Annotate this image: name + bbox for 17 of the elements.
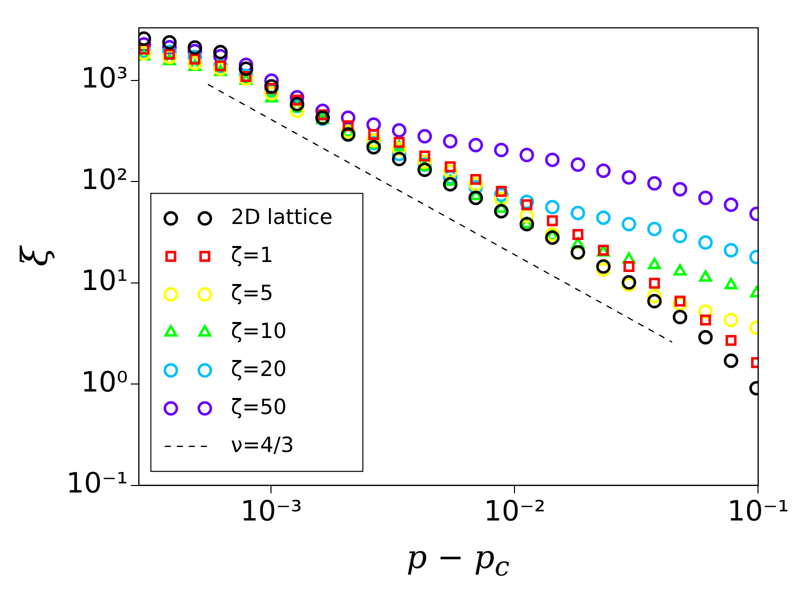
legend-label: ζ=50 bbox=[230, 394, 287, 419]
legend-label: ζ=10 bbox=[230, 318, 287, 343]
legend-label: ν=4/3 bbox=[230, 432, 294, 457]
legend-label: ζ=1 bbox=[230, 242, 274, 267]
legend-label: 2D lattice bbox=[230, 204, 333, 229]
y-axis-title: ξ bbox=[14, 244, 56, 267]
y-tick-label: 10⁰ bbox=[80, 365, 128, 398]
x-axis-title: p − p$_{c}$ bbox=[405, 537, 511, 584]
y-tick-label: 10⁻¹ bbox=[66, 466, 128, 500]
legend-label: ζ=5 bbox=[230, 280, 274, 305]
y-tick-label: 10³ bbox=[80, 62, 128, 95]
y-tick-label: 10¹ bbox=[80, 264, 128, 298]
x-tick-label: 10⁻² bbox=[484, 494, 546, 528]
x-tick-label: 10⁻³ bbox=[240, 494, 302, 528]
x-tick-label: 10⁻¹ bbox=[727, 494, 790, 528]
y-tick-label: 10² bbox=[80, 162, 128, 196]
legend-label: ζ=20 bbox=[230, 356, 287, 381]
